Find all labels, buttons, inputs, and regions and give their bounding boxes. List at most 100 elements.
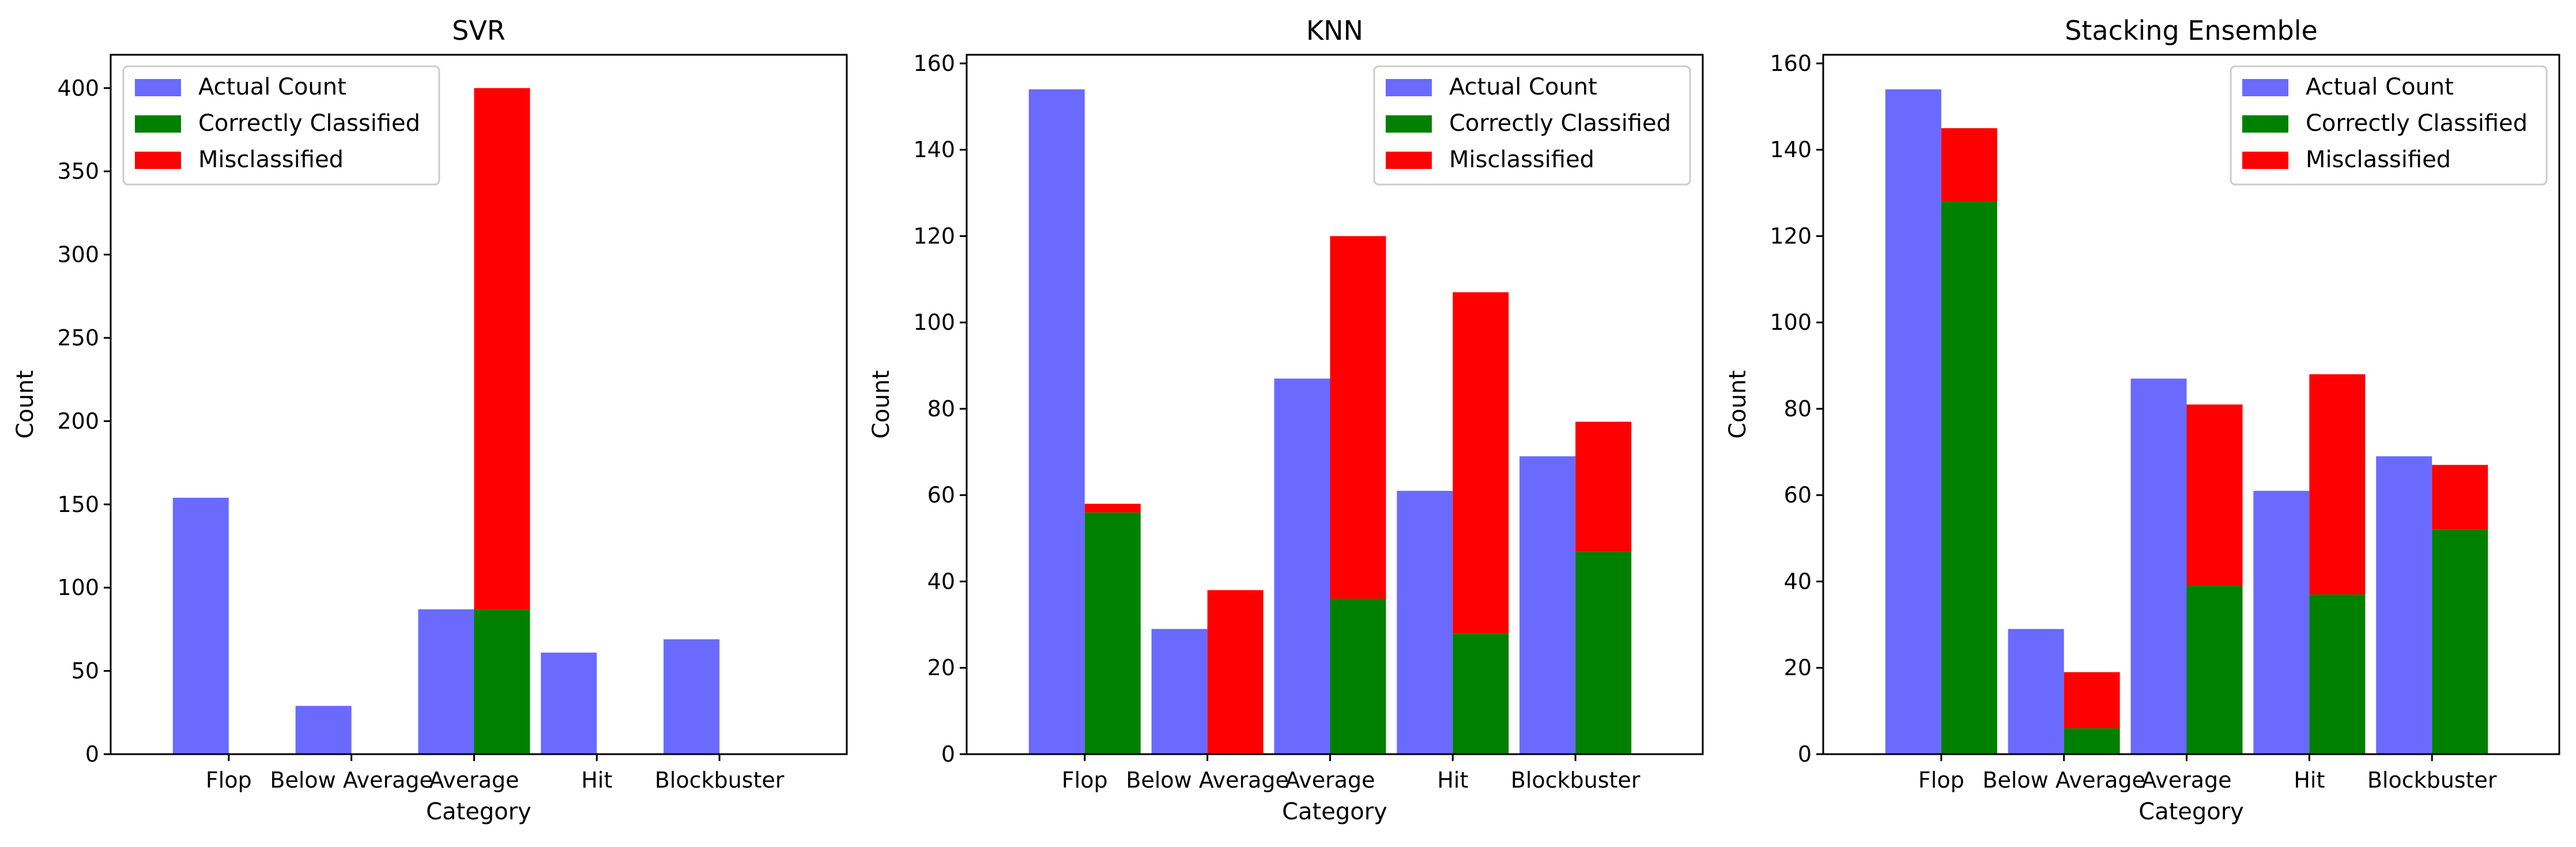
y-tick-label: 80	[1784, 396, 1812, 421]
legend-swatch	[135, 152, 181, 169]
y-tick-label: 0	[1798, 741, 1812, 767]
y-tick-label: 140	[913, 137, 955, 163]
bar-actual-count	[172, 498, 229, 754]
legend-swatch	[1386, 152, 1432, 169]
bar-misclassified	[1330, 236, 1386, 599]
y-tick-label: 60	[927, 483, 955, 508]
chart-title: SVR	[452, 15, 506, 46]
chart-panel-2: 0 20 40 60 80 100 120 140 160 Flop Below AverageAv…	[1725, 15, 2560, 825]
bar-misclassified	[1207, 590, 1264, 754]
x-tick-label: Hit	[1437, 767, 1468, 793]
chart-panel-1: 0 20 40 60 80 100 120 140 160 Flop Below AverageAv…	[868, 15, 1704, 825]
legend: Actual Count Correctly Classified Misclass…	[1373, 65, 1691, 186]
y-tick-label: 400	[57, 76, 99, 101]
legend-label: Actual Count	[2306, 74, 2454, 100]
y-tick-label: 150	[57, 492, 99, 517]
x-tick-label: Below Average	[1982, 767, 2145, 793]
y-tick-label: 140	[1770, 137, 1812, 163]
bar-correctly-classified	[1575, 551, 1632, 754]
y-axis-label: Count	[868, 370, 895, 439]
bar-correctly-classified	[1084, 512, 1141, 754]
x-axis-label: Category	[1282, 799, 1387, 825]
bar-actual-count	[541, 652, 597, 754]
bar-actual-count	[2008, 628, 2064, 754]
x-axis-label: Category	[426, 799, 531, 825]
x-tick-label: Average	[429, 767, 519, 793]
y-tick-label: 40	[927, 569, 955, 594]
x-tick-label: Average	[2141, 767, 2231, 793]
bar-actual-count	[1028, 89, 1085, 754]
bar-actual-count	[1397, 491, 1453, 754]
y-tick-label: 0	[941, 741, 955, 767]
y-tick-label: 100	[913, 310, 955, 335]
legend-swatch	[2242, 115, 2288, 133]
bar-correctly-classified	[1941, 201, 1997, 754]
legend: Actual Count Correctly Classified Misclass…	[2230, 65, 2548, 186]
bar-misclassified	[2432, 465, 2488, 530]
bar-misclassified	[1084, 503, 1141, 513]
legend-swatch	[135, 115, 181, 133]
bar-correctly-classified	[2186, 585, 2243, 754]
y-tick-label: 60	[1784, 483, 1812, 508]
x-tick-label: Blockbuster	[655, 767, 785, 793]
y-tick-label: 50	[71, 658, 99, 684]
y-axis-label: Count	[12, 370, 39, 439]
legend-label: Correctly Classified	[1449, 110, 1671, 137]
bar-actual-count	[1151, 628, 1208, 754]
bar-correctly-classified	[2064, 728, 2120, 754]
legend-label: Correctly Classified	[2306, 110, 2528, 137]
y-tick-label: 80	[927, 396, 955, 421]
chart-title: Stacking Ensemble	[2065, 15, 2318, 46]
y-axis-label: Count	[1725, 370, 1751, 439]
legend-swatch	[2242, 79, 2288, 96]
x-tick-label: Hit	[2294, 767, 2325, 793]
legend-swatch	[1386, 79, 1432, 96]
axes-frame	[1822, 54, 2560, 755]
legend-label: Misclassified	[1449, 146, 1594, 173]
y-tick-label: 100	[57, 575, 99, 600]
legend-box	[122, 65, 440, 186]
x-tick-label: Blockbuster	[1511, 767, 1640, 793]
bar-misclassified	[1941, 128, 1997, 202]
legend-swatch	[1386, 115, 1432, 133]
y-tick-label: 200	[57, 408, 99, 434]
y-tick-label: 250	[57, 325, 99, 351]
y-tick-label: 40	[1784, 569, 1812, 594]
bar-misclassified	[1453, 292, 1509, 634]
legend-label: Actual Count	[198, 74, 346, 100]
bar-actual-count	[2130, 378, 2187, 754]
bar-actual-count	[1885, 89, 1941, 754]
legend-label: Misclassified	[198, 146, 344, 173]
bar-actual-count	[295, 706, 352, 754]
y-tick-label: 160	[913, 51, 955, 76]
y-tick-label: 350	[57, 159, 99, 184]
legend-label: Correctly Classified	[198, 110, 420, 137]
bar-misclassified	[1575, 421, 1632, 552]
legend: Actual Count Correctly Classified Misclass…	[122, 65, 440, 186]
y-tick-label: 160	[1770, 51, 1812, 76]
x-tick-label: Hit	[581, 767, 612, 793]
x-tick-label: Flop	[206, 767, 252, 793]
bar-correctly-classified	[1330, 598, 1386, 754]
y-tick-label: 300	[57, 242, 99, 268]
bar-misclassified	[2186, 404, 2243, 586]
x-axis-label: Category	[2139, 799, 2244, 825]
y-tick-label: 20	[1784, 655, 1812, 680]
x-tick-label: Below Average	[270, 767, 432, 793]
legend-box	[1373, 65, 1691, 186]
y-tick-label: 120	[913, 223, 955, 249]
bar-actual-count	[1274, 378, 1330, 754]
bar-actual-count	[663, 639, 720, 754]
y-tick-label: 20	[927, 655, 955, 680]
x-tick-label: Average	[1285, 767, 1375, 793]
axes-frame	[965, 54, 1704, 755]
x-tick-label: Blockbuster	[2367, 767, 2497, 793]
legend-box	[2230, 65, 2548, 186]
legend-swatch	[135, 79, 181, 96]
y-tick-label: 0	[85, 741, 99, 767]
legend-label: Misclassified	[2306, 146, 2451, 173]
x-tick-label: Flop	[1918, 767, 1964, 793]
bar-correctly-classified	[2309, 594, 2366, 754]
legend-label: Actual Count	[1449, 74, 1597, 100]
